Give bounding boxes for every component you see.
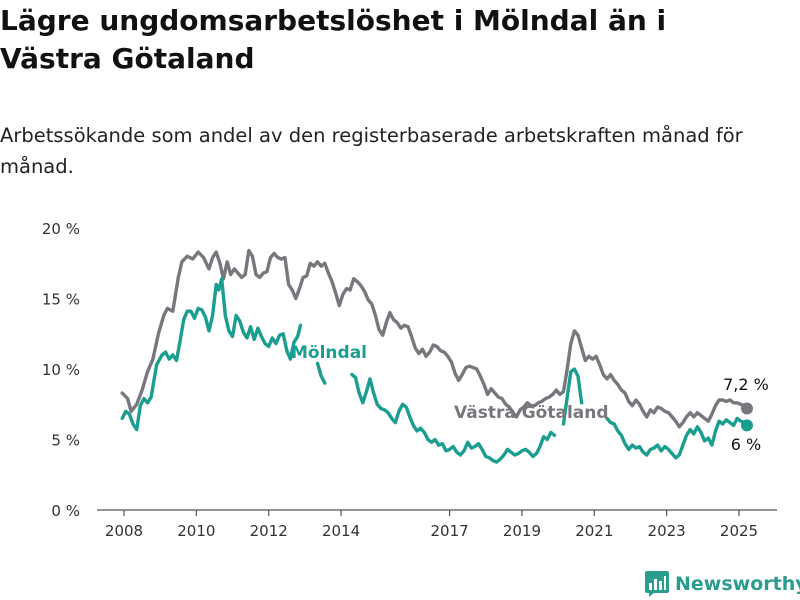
x-tick-label: 2025 bbox=[720, 522, 758, 540]
newsworthy-brand: Newsworthy bbox=[645, 569, 800, 599]
series-line-molndal bbox=[120, 277, 303, 432]
y-axis: 0 % 5 % 10 % 15 % 20 % bbox=[42, 220, 80, 520]
plot-area bbox=[120, 248, 749, 464]
series-line-vastra-gotaland bbox=[120, 248, 749, 429]
y-tick-label: 10 % bbox=[42, 361, 80, 379]
y-tick-label: 20 % bbox=[42, 220, 80, 238]
series-line-molndal bbox=[350, 372, 557, 464]
x-tick-label: 2019 bbox=[503, 522, 541, 540]
x-tick-label: 2014 bbox=[322, 522, 360, 540]
y-tick-label: 5 % bbox=[51, 432, 80, 450]
series-line-molndal bbox=[605, 416, 749, 460]
y-tick-label: 15 % bbox=[42, 291, 80, 309]
end-point-molndal bbox=[740, 419, 753, 432]
chart-subtitle: Arbetssökande som andel av den registerb… bbox=[0, 124, 743, 178]
y-tick-label: 0 % bbox=[51, 502, 80, 520]
x-tick-label: 2010 bbox=[177, 522, 215, 540]
end-label-molndal: 6 % bbox=[731, 435, 761, 454]
series-line-molndal bbox=[561, 367, 584, 426]
end-point-vastra-gotaland bbox=[740, 402, 753, 415]
brand-name: Newsworthy bbox=[675, 573, 800, 595]
x-tick-label: 2012 bbox=[250, 522, 288, 540]
series-label-molndal: Mölndal bbox=[291, 343, 367, 363]
x-axis: 2008 2010 2012 2014 2017 2019 2021 2023 2025 bbox=[97, 509, 777, 540]
annotations: Mölndal Västra Götaland 7,2 % 6 % bbox=[291, 343, 769, 454]
series-label-vastra-gotaland: Västra Götaland bbox=[454, 403, 609, 423]
x-tick-label: 2017 bbox=[430, 522, 468, 540]
series-line-molndal bbox=[315, 361, 327, 385]
x-tick-label: 2008 bbox=[105, 522, 143, 540]
newsworthy-logo-icon bbox=[645, 571, 669, 597]
x-tick-label: 2023 bbox=[648, 522, 686, 540]
x-tick-label: 2021 bbox=[575, 522, 613, 540]
chart-title: Lägre ungdomsarbetslöshet i Mölndal än i… bbox=[0, 4, 667, 75]
end-label-vastra-gotaland: 7,2 % bbox=[723, 375, 769, 394]
